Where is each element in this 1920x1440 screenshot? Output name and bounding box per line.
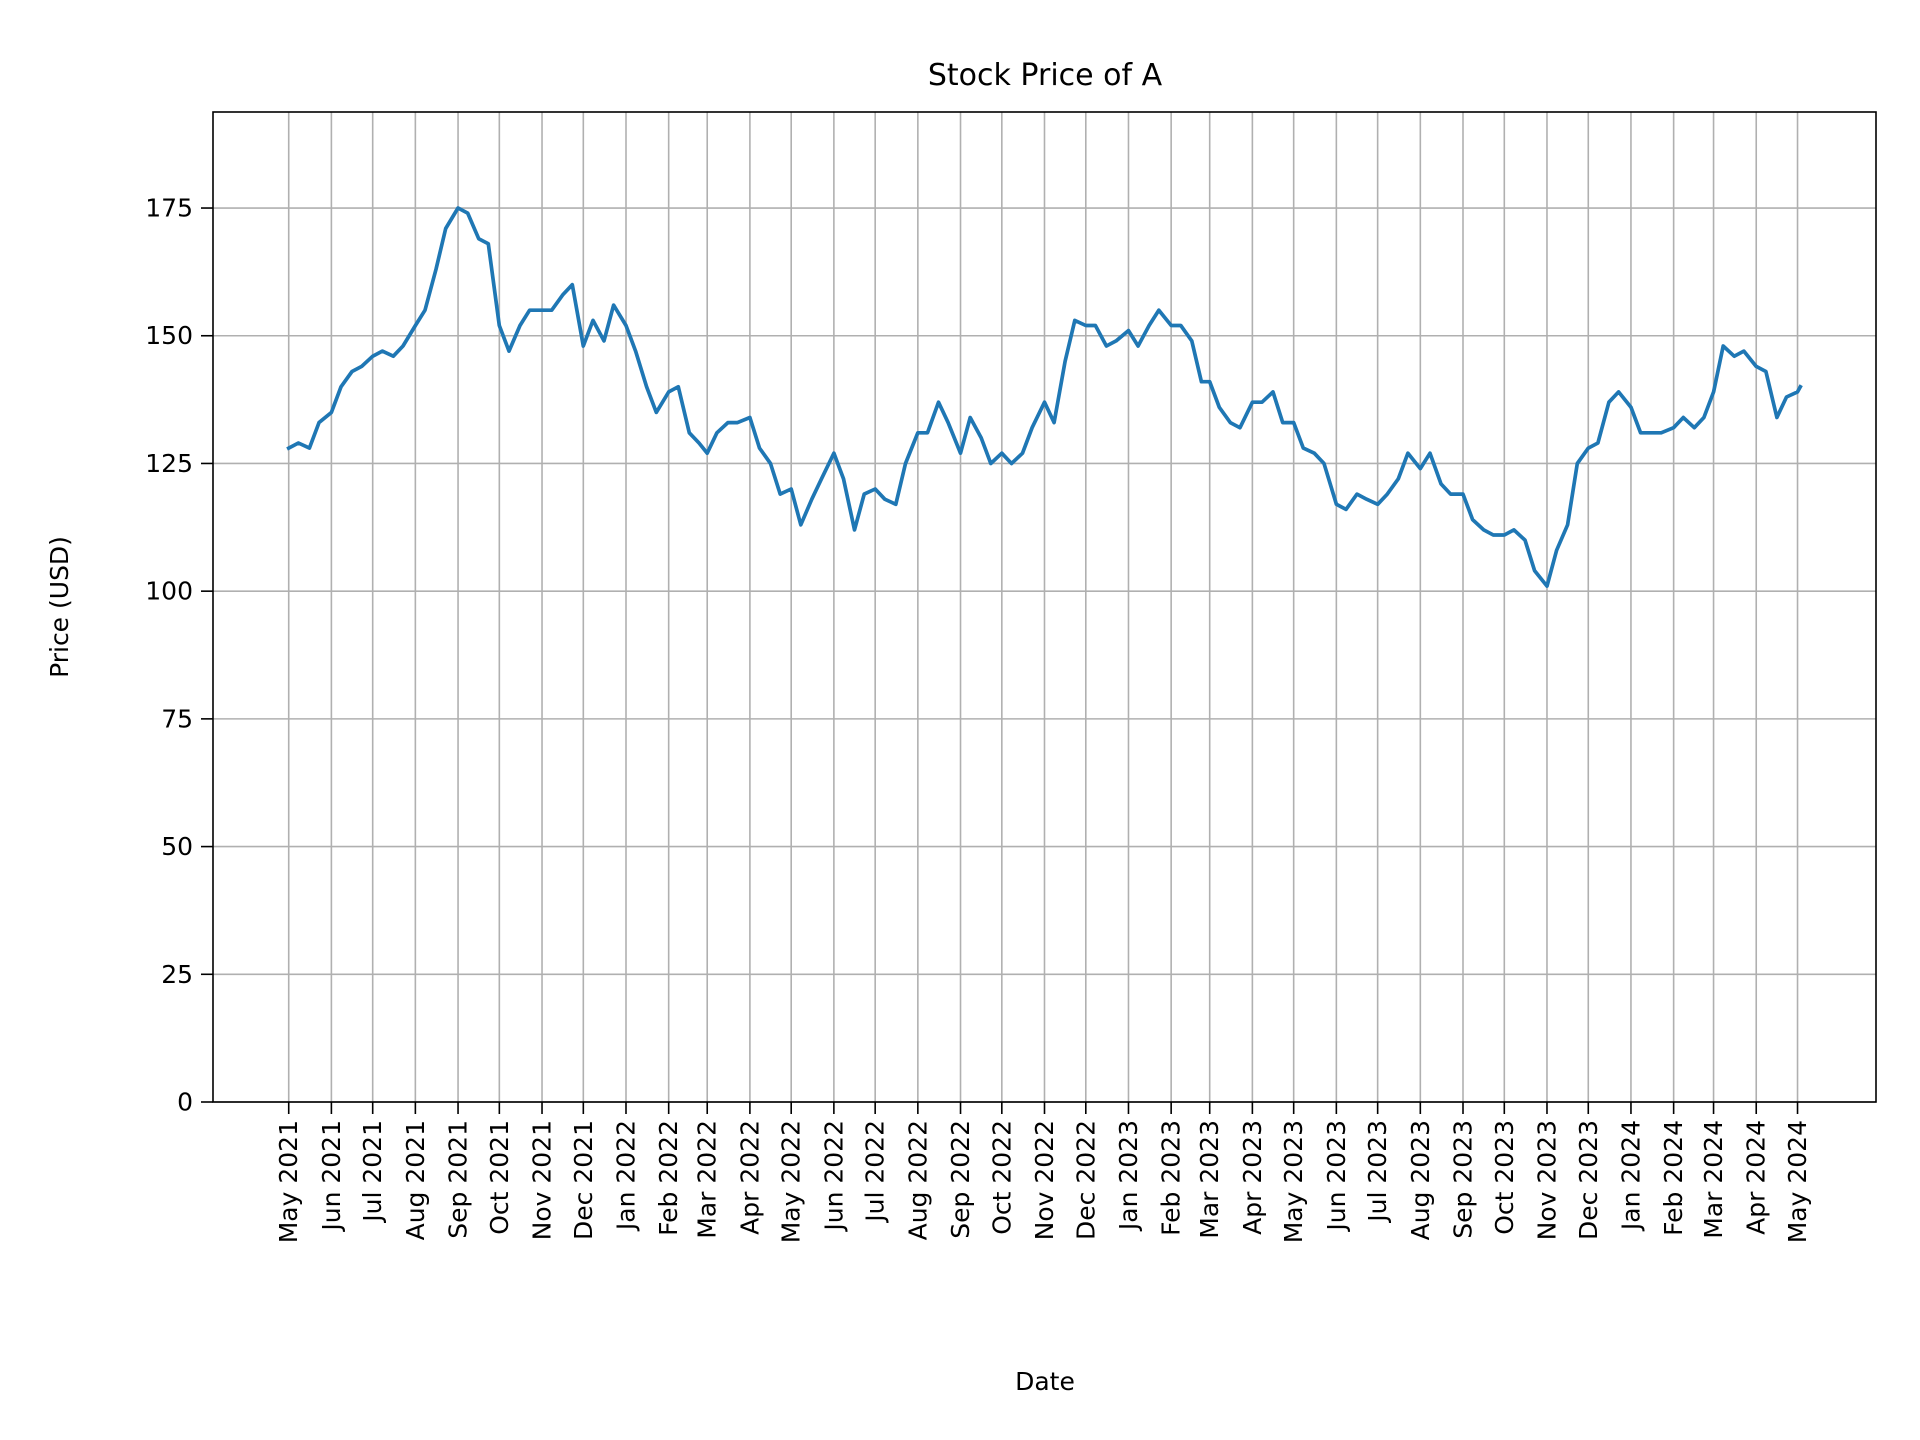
x-tick-label: Feb 2023 xyxy=(1157,1120,1186,1236)
axis-ticks: 0 25 50 75 100 125 150 175 May 2021 Jun 2021 Jul 2… xyxy=(145,194,1812,1244)
x-tick-label: Apr 2022 xyxy=(735,1120,764,1235)
x-tick-label: Jun 2023 xyxy=(1322,1120,1351,1233)
x-tick-label: Sep 2021 xyxy=(444,1120,473,1239)
y-tick-label: 25 xyxy=(161,960,193,989)
axes-frame xyxy=(212,111,1877,1103)
x-tick-label: Jul 2022 xyxy=(861,1120,890,1224)
gridlines xyxy=(213,112,1876,1103)
x-tick-label: Jan 2024 xyxy=(1616,1120,1645,1232)
y-axis-label: Price (USD) xyxy=(45,536,74,678)
y-tick-label: 150 xyxy=(145,321,193,350)
x-tick-label: Dec 2022 xyxy=(1071,1120,1100,1240)
x-tick-label: Nov 2022 xyxy=(1030,1120,1059,1240)
x-tick-label: May 2023 xyxy=(1279,1120,1308,1243)
y-tick-label: 175 xyxy=(145,194,193,223)
x-tick-label: Aug 2022 xyxy=(903,1120,932,1240)
x-tick-label: May 2024 xyxy=(1783,1120,1812,1243)
x-tick-label: Nov 2021 xyxy=(528,1120,557,1240)
x-tick-label: Jun 2021 xyxy=(317,1120,346,1233)
x-tick-label: May 2021 xyxy=(274,1120,303,1243)
y-tick-label: 100 xyxy=(145,577,193,606)
price-line xyxy=(286,206,1803,588)
series-layer xyxy=(286,206,1803,588)
x-tick-label: Feb 2024 xyxy=(1659,1120,1688,1236)
x-tick-label: Oct 2022 xyxy=(987,1120,1016,1235)
y-tick-label: 50 xyxy=(161,832,193,861)
x-tick-label: Apr 2024 xyxy=(1742,1120,1771,1235)
x-tick-label: Jul 2021 xyxy=(358,1120,387,1224)
x-tick-label: Mar 2023 xyxy=(1195,1120,1224,1239)
x-tick-label: Oct 2023 xyxy=(1490,1120,1519,1235)
x-tick-label: Feb 2022 xyxy=(654,1120,683,1236)
x-tick-label: Dec 2021 xyxy=(569,1120,598,1240)
x-tick-label: Jun 2022 xyxy=(819,1120,848,1233)
chart-title: Stock Price of A xyxy=(928,58,1163,93)
x-tick-label: Mar 2024 xyxy=(1699,1120,1728,1239)
y-tick-label: 75 xyxy=(161,704,193,733)
x-tick-label: Oct 2021 xyxy=(485,1120,514,1235)
x-tick-label: Nov 2023 xyxy=(1532,1120,1561,1240)
x-tick-label: Mar 2022 xyxy=(693,1120,722,1239)
x-tick-label: Sep 2022 xyxy=(946,1120,975,1239)
y-tick-label: 125 xyxy=(145,449,193,478)
x-tick-label: Jan 2023 xyxy=(1114,1120,1143,1232)
x-tick-label: Sep 2023 xyxy=(1449,1120,1478,1239)
x-tick-label: Jan 2022 xyxy=(611,1120,640,1232)
x-tick-label: Aug 2021 xyxy=(401,1120,430,1240)
x-tick-label: Dec 2023 xyxy=(1574,1120,1603,1240)
x-tick-label: May 2022 xyxy=(777,1120,806,1243)
x-tick-label: Aug 2023 xyxy=(1406,1120,1435,1240)
x-tick-label: Jul 2023 xyxy=(1363,1120,1392,1224)
x-tick-label: Apr 2023 xyxy=(1238,1120,1267,1235)
x-axis-label: Date xyxy=(1015,1367,1075,1396)
y-tick-label: 0 xyxy=(177,1088,193,1117)
